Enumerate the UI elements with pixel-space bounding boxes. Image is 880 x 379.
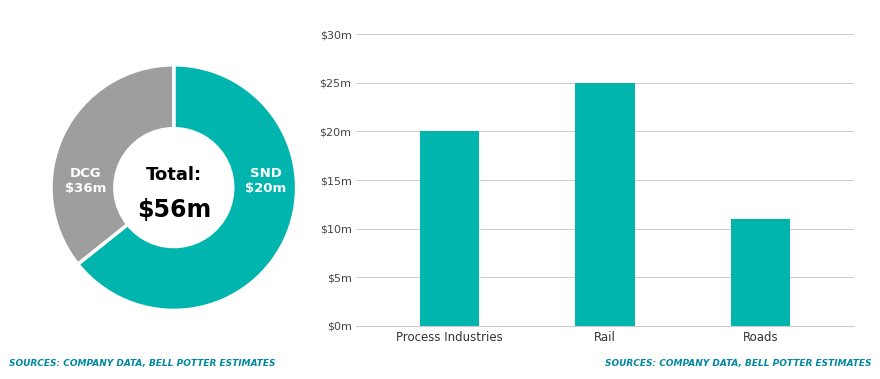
Bar xyxy=(731,219,790,326)
Bar xyxy=(576,83,634,326)
Bar xyxy=(420,132,479,326)
Wedge shape xyxy=(77,65,297,310)
Text: $56m: $56m xyxy=(136,198,211,222)
Wedge shape xyxy=(51,65,174,264)
Text: SND
$20m: SND $20m xyxy=(246,168,287,196)
Text: DCG
$36m: DCG $36m xyxy=(65,168,106,196)
Text: Total:: Total: xyxy=(146,166,202,184)
Text: Figure 1: March awards by company: Figure 1: March awards by company xyxy=(9,9,309,25)
Text: SOURCES: COMPANY DATA, BELL POTTER ESTIMATES: SOURCES: COMPANY DATA, BELL POTTER ESTIM… xyxy=(9,359,275,368)
Text: SOURCES: COMPANY DATA, BELL POTTER ESTIMATES: SOURCES: COMPANY DATA, BELL POTTER ESTIM… xyxy=(605,359,871,368)
Text: Figure 2: March contract awards by sector: Figure 2: March contract awards by secto… xyxy=(348,9,699,25)
